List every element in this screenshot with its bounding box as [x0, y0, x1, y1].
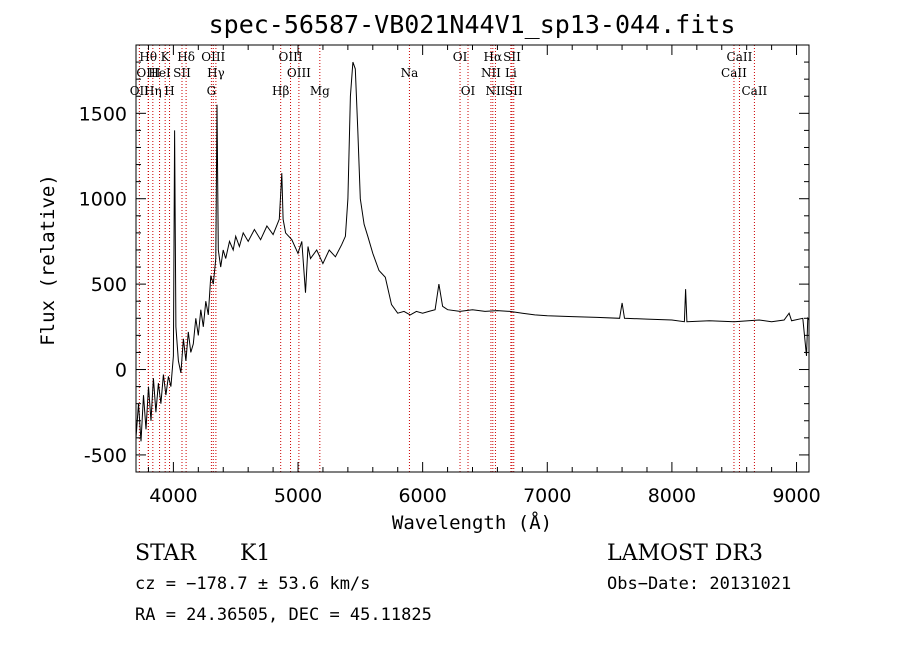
line-label-sii: SII — [503, 50, 521, 64]
line-label-k: K — [161, 50, 171, 64]
line-label-mg: Mg — [310, 84, 330, 98]
line-label-oii: OII — [130, 84, 150, 98]
line-label-hη: Hη — [144, 84, 162, 98]
y-tick-label: 500 — [91, 274, 127, 296]
spectral-line-markers — [138, 45, 755, 472]
coordinates: RA = 24.36505, DEC = 45.11825 — [135, 605, 432, 625]
line-label-caii: CaII — [721, 66, 747, 80]
line-label-oi: OI — [461, 84, 476, 98]
x-tick-label: 6000 — [398, 485, 446, 507]
y-tick-label: 0 — [115, 360, 127, 382]
line-label-hγ: Hγ — [207, 66, 225, 80]
line-label-hei: HeI — [148, 66, 171, 80]
line-label-oiii: OIII — [279, 50, 303, 64]
line-label-oiii: OIII — [201, 50, 225, 64]
y-axis-ticks: -500 0 500 1000 1500 — [79, 61, 809, 467]
survey-name: LAMOST DR3 — [607, 541, 763, 566]
line-label-oiii: OIII — [287, 66, 311, 80]
object-class: STAR — [135, 541, 197, 566]
line-label-sii: SII — [173, 66, 191, 80]
y-tick-label: 1500 — [79, 103, 127, 125]
line-label-oi: OI — [453, 50, 468, 64]
x-tick-label: 5000 — [274, 485, 322, 507]
y-tick-label: 1000 — [79, 189, 127, 211]
line-label-oiii: OIII — [136, 66, 160, 80]
observation-date: Obs−Date: 20131021 — [607, 574, 791, 594]
x-tick-label: 8000 — [648, 485, 696, 507]
x-axis-label: Wavelength (Å) — [392, 511, 552, 534]
line-label-sii: SII — [505, 84, 523, 98]
line-label-nii: NII — [485, 84, 505, 98]
chart-title: spec-56587-VB021N44V1_sp13-044.fits — [209, 10, 736, 39]
line-label-h: H — [164, 84, 174, 98]
x-tick-label: 7000 — [523, 485, 571, 507]
y-tick-label: -500 — [84, 445, 127, 467]
line-label-caii: CaII — [727, 50, 753, 64]
x-axis-ticks: 4000 5000 6000 7000 8000 9000 — [147, 45, 821, 507]
plot-frame — [135, 44, 810, 473]
line-label-na: Na — [401, 66, 419, 80]
line-label-hδ: Hδ — [177, 50, 195, 64]
line-label-hβ: Hβ — [272, 84, 289, 98]
line-label-g: G — [207, 84, 217, 98]
spectral-line-labels: OII Hθ OIII Hη HeI K H SII Hδ G OIII Hγ Hβ OIII OIII Mg… — [130, 50, 768, 98]
line-label-nii: NII — [481, 66, 501, 80]
redshift-velocity: cz = −178.7 ± 53.6 km/s — [135, 574, 370, 594]
line-label-hθ: Hθ — [139, 50, 157, 64]
y-axis-label: Flux (relative) — [37, 174, 59, 346]
x-tick-label: 9000 — [772, 485, 820, 507]
x-tick-label: 4000 — [149, 485, 197, 507]
line-label-caii: CaII — [741, 84, 767, 98]
object-subclass: K1 — [240, 541, 270, 566]
spectrum-series-line — [135, 61, 810, 442]
line-label-li: Li — [505, 66, 517, 80]
line-label-hα: Hα — [484, 50, 503, 64]
